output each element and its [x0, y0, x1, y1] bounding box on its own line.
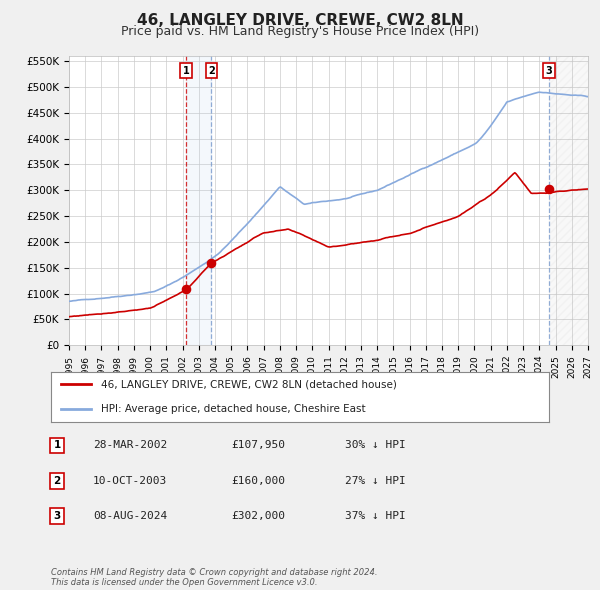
Text: 28-MAR-2002: 28-MAR-2002: [93, 441, 167, 450]
Text: 46, LANGLEY DRIVE, CREWE, CW2 8LN: 46, LANGLEY DRIVE, CREWE, CW2 8LN: [137, 13, 463, 28]
Text: £107,950: £107,950: [231, 441, 285, 450]
Text: 2: 2: [53, 476, 61, 486]
Text: 3: 3: [545, 65, 552, 76]
Text: 27% ↓ HPI: 27% ↓ HPI: [345, 476, 406, 486]
Text: 1: 1: [183, 65, 190, 76]
Point: [544, 185, 554, 194]
Text: £160,000: £160,000: [231, 476, 285, 486]
Text: 3: 3: [53, 512, 61, 521]
Text: Price paid vs. HM Land Registry's House Price Index (HPI): Price paid vs. HM Land Registry's House …: [121, 25, 479, 38]
Text: 37% ↓ HPI: 37% ↓ HPI: [345, 512, 406, 521]
Text: HPI: Average price, detached house, Cheshire East: HPI: Average price, detached house, Ches…: [101, 404, 365, 414]
Point: [181, 285, 191, 294]
Text: 2: 2: [208, 65, 215, 76]
Text: £302,000: £302,000: [231, 512, 285, 521]
Bar: [549, 56, 588, 345]
Text: 10-OCT-2003: 10-OCT-2003: [93, 476, 167, 486]
Text: 1: 1: [53, 441, 61, 450]
Text: 30% ↓ HPI: 30% ↓ HPI: [345, 441, 406, 450]
Text: Contains HM Land Registry data © Crown copyright and database right 2024.
This d: Contains HM Land Registry data © Crown c…: [51, 568, 377, 587]
Bar: [186, 56, 211, 345]
Point: [206, 258, 216, 267]
Text: 08-AUG-2024: 08-AUG-2024: [93, 512, 167, 521]
Text: 46, LANGLEY DRIVE, CREWE, CW2 8LN (detached house): 46, LANGLEY DRIVE, CREWE, CW2 8LN (detac…: [101, 379, 397, 389]
